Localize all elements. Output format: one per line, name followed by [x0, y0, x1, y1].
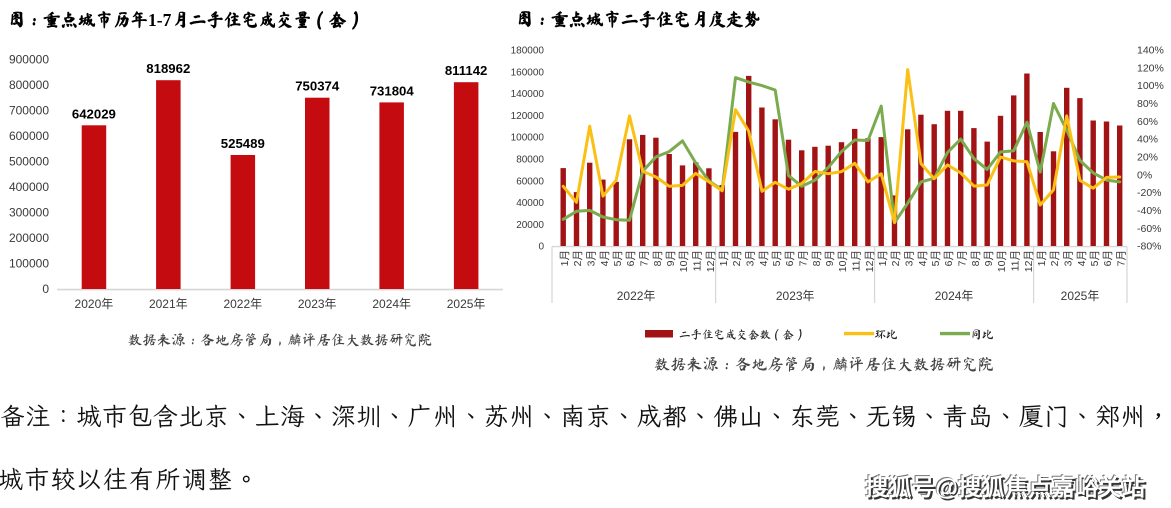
svg-text:160000: 160000	[511, 67, 545, 78]
svg-text:0%: 0%	[1137, 169, 1152, 181]
svg-text:80%: 80%	[1137, 98, 1158, 110]
svg-text:2月: 2月	[890, 250, 902, 266]
svg-text:2024年: 2024年	[372, 297, 411, 311]
svg-text:同比: 同比	[971, 329, 994, 342]
svg-text:731804: 731804	[370, 83, 415, 98]
svg-text:10月: 10月	[678, 250, 690, 272]
svg-text:2020年: 2020年	[75, 297, 114, 311]
svg-text:0: 0	[42, 282, 49, 296]
svg-text:700000: 700000	[9, 104, 49, 118]
svg-text:900000: 900000	[9, 53, 49, 67]
svg-text:200000: 200000	[9, 231, 49, 245]
svg-text:9月: 9月	[665, 250, 677, 266]
svg-text:20000: 20000	[516, 220, 544, 231]
svg-text:12月: 12月	[864, 250, 876, 272]
svg-text:1月: 1月	[877, 250, 889, 266]
svg-text:9月: 9月	[983, 250, 995, 266]
svg-text:180000: 180000	[511, 46, 545, 57]
svg-text:-80%: -80%	[1137, 241, 1162, 253]
svg-text:3月: 3月	[745, 250, 757, 266]
svg-text:6月: 6月	[943, 250, 955, 266]
svg-text:环比: 环比	[875, 330, 898, 342]
svg-text:数据来源：各地房管局，麟评居住大数据研究院: 数据来源：各地房管局，麟评居住大数据研究院	[128, 332, 433, 349]
svg-text:-20%: -20%	[1137, 187, 1162, 199]
svg-text:2023年: 2023年	[298, 297, 337, 311]
svg-text:4月: 4月	[1076, 250, 1088, 266]
svg-text:140%: 140%	[1137, 45, 1164, 57]
svg-text:1月: 1月	[718, 250, 730, 266]
svg-text:12月: 12月	[705, 250, 717, 272]
svg-text:7月: 7月	[639, 250, 651, 266]
svg-text:12月: 12月	[1023, 250, 1035, 272]
svg-text:7月: 7月	[1116, 250, 1128, 266]
svg-text:8月: 8月	[811, 250, 823, 266]
svg-text:11月: 11月	[1010, 250, 1022, 271]
svg-text:11月: 11月	[692, 250, 704, 271]
svg-text:-60%: -60%	[1137, 223, 1162, 235]
svg-text:40%: 40%	[1137, 134, 1158, 146]
svg-text:2025年: 2025年	[1061, 289, 1100, 303]
svg-text:图：重点城市二手住宅月度走势: 图：重点城市二手住宅月度走势	[516, 10, 761, 30]
svg-text:818962: 818962	[146, 61, 190, 76]
svg-text:1月: 1月	[1036, 250, 1048, 266]
svg-text:120000: 120000	[511, 111, 545, 122]
svg-text:100%: 100%	[1137, 80, 1164, 92]
svg-text:7月: 7月	[957, 250, 969, 266]
svg-text:5月: 5月	[1089, 250, 1101, 266]
svg-text:8月: 8月	[970, 250, 982, 266]
svg-text:6月: 6月	[625, 250, 637, 266]
svg-text:300000: 300000	[9, 206, 49, 220]
svg-text:4月: 4月	[758, 250, 770, 266]
svg-text:数据来源：各地房管局，麟评居住大数据研究院: 数据来源：各地房管局，麟评居住大数据研究院	[654, 356, 994, 374]
svg-text:2021年: 2021年	[149, 297, 188, 311]
svg-text:60000: 60000	[516, 176, 544, 187]
svg-text:2023年: 2023年	[776, 289, 815, 303]
svg-text:100000: 100000	[9, 257, 49, 271]
svg-text:60%: 60%	[1137, 116, 1158, 128]
svg-text:8月: 8月	[652, 250, 664, 266]
svg-text:2025年: 2025年	[447, 297, 486, 311]
svg-text:811142: 811142	[445, 63, 488, 78]
svg-text:20%: 20%	[1137, 152, 1158, 164]
svg-text:0: 0	[538, 242, 544, 253]
svg-text:600000: 600000	[9, 129, 49, 143]
svg-text:6月: 6月	[784, 250, 796, 266]
svg-text:2022年: 2022年	[617, 289, 656, 303]
svg-text:11月: 11月	[851, 250, 863, 271]
svg-text:80000: 80000	[516, 155, 544, 166]
svg-text:6月: 6月	[1102, 250, 1114, 266]
svg-text:4月: 4月	[917, 250, 929, 266]
svg-text:800000: 800000	[9, 78, 49, 92]
svg-text:10月: 10月	[837, 250, 849, 272]
svg-text:3月: 3月	[1063, 250, 1075, 266]
svg-text:2月: 2月	[1049, 250, 1061, 266]
svg-text:-40%: -40%	[1137, 205, 1162, 217]
svg-text:二手住宅成交套数（套）: 二手住宅成交套数（套）	[679, 329, 806, 342]
svg-text:2月: 2月	[572, 250, 584, 266]
svg-text:7月: 7月	[798, 250, 810, 266]
svg-text:2024年: 2024年	[935, 289, 974, 303]
svg-text:5月: 5月	[771, 250, 783, 266]
svg-text:5月: 5月	[612, 250, 624, 266]
svg-text:9月: 9月	[824, 250, 836, 266]
svg-text:750374: 750374	[295, 79, 340, 94]
svg-text:642029: 642029	[72, 106, 116, 121]
svg-text:10月: 10月	[996, 250, 1008, 272]
svg-text:1月: 1月	[559, 250, 571, 266]
svg-text:120%: 120%	[1137, 62, 1164, 74]
svg-text:40000: 40000	[516, 198, 544, 209]
svg-text:2022年: 2022年	[223, 297, 262, 311]
svg-text:4月: 4月	[599, 250, 611, 266]
svg-text:500000: 500000	[9, 155, 49, 169]
svg-text:5月: 5月	[930, 250, 942, 266]
svg-text:2月: 2月	[731, 250, 743, 266]
svg-text:图：重点城市历年1-7月二手住宅成交量（套）: 图：重点城市历年1-7月二手住宅成交量（套）	[8, 10, 364, 30]
svg-text:400000: 400000	[9, 180, 49, 194]
svg-text:3月: 3月	[586, 250, 598, 266]
svg-text:3月: 3月	[904, 250, 916, 266]
svg-text:140000: 140000	[511, 89, 545, 100]
svg-text:100000: 100000	[511, 133, 545, 144]
svg-text:525489: 525489	[221, 136, 265, 151]
